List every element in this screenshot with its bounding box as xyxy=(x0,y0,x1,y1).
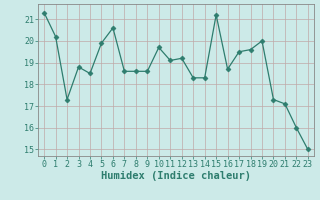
X-axis label: Humidex (Indice chaleur): Humidex (Indice chaleur) xyxy=(101,171,251,181)
